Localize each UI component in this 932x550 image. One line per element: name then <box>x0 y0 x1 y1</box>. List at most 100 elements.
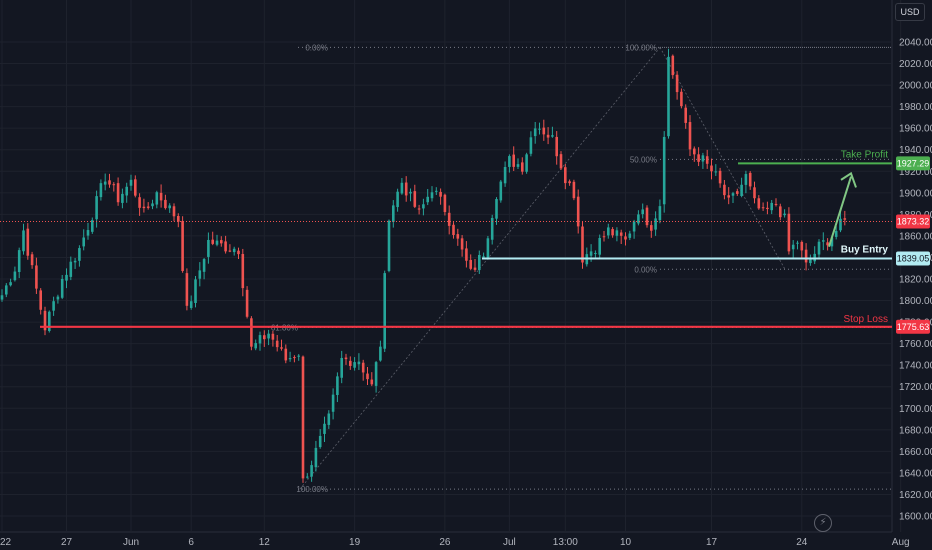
candle-body <box>770 202 773 211</box>
candle-body <box>142 206 146 209</box>
candle-body <box>116 183 120 203</box>
candle-body <box>56 296 60 300</box>
candle-body <box>667 56 670 137</box>
x-tick-label: Jul <box>503 537 516 548</box>
candle-body <box>138 197 141 208</box>
candle-body <box>263 335 266 340</box>
candle-body <box>533 128 537 137</box>
buy-entry-label: Buy Entry <box>841 244 889 255</box>
candle-body <box>250 318 253 347</box>
lightning-icon[interactable]: ⚡ <box>814 514 832 532</box>
take-profit-tag-bg <box>896 156 930 171</box>
x-tick-label: 26 <box>439 537 451 548</box>
candle-body <box>267 333 270 339</box>
y-tick-label: 1900.00 <box>899 188 932 199</box>
y-tick-label: 1800.00 <box>899 296 932 307</box>
candle-body <box>761 207 765 209</box>
y-tick-label: 1920.00 <box>899 167 932 178</box>
candle-body <box>796 242 799 244</box>
candle-body <box>366 373 369 380</box>
candle-body <box>791 244 795 250</box>
candle-body <box>525 154 528 172</box>
candle-body <box>26 228 30 256</box>
candle-body <box>146 206 150 208</box>
candle-body <box>172 206 176 217</box>
candle-body <box>684 107 687 123</box>
y-tick-label: 2040.00 <box>899 38 932 49</box>
candle-body <box>258 335 262 344</box>
x-tick-label: 24 <box>796 537 808 548</box>
candle-body <box>671 55 675 76</box>
candle-body <box>164 199 167 209</box>
currency-button[interactable]: USD <box>895 3 925 21</box>
candle-body <box>288 358 292 360</box>
candle-body <box>508 156 511 167</box>
x-tick-label: 17 <box>706 537 718 548</box>
candle-body <box>572 181 576 199</box>
candle-body <box>744 174 748 185</box>
candle-body <box>624 236 627 240</box>
y-tick-label: 1940.00 <box>899 145 932 156</box>
candle-body <box>331 394 335 412</box>
candle-body <box>344 357 348 360</box>
candle-body <box>30 254 34 266</box>
candle-body <box>220 240 223 244</box>
candle-body <box>349 360 352 366</box>
y-tick-label: 1640.00 <box>899 468 932 479</box>
candle-body <box>740 184 743 196</box>
candle-body <box>546 134 550 138</box>
candle-body <box>555 136 558 157</box>
candle-body <box>774 203 778 205</box>
y-tick-label: 1660.00 <box>899 447 932 458</box>
candle-body <box>387 220 391 271</box>
candle-body <box>516 164 520 167</box>
buy-entry-tag-bg <box>896 251 930 266</box>
y-tick-label: 1960.00 <box>899 124 932 135</box>
candle-body <box>60 279 64 298</box>
candle-body <box>293 357 296 359</box>
candle-body <box>306 476 309 478</box>
grid <box>0 0 902 532</box>
candle-body <box>452 224 455 235</box>
candle-body <box>839 218 842 231</box>
candle-body <box>804 249 808 263</box>
candle-body <box>714 171 718 173</box>
time-axis[interactable]: 22 27 Jun 6 12 19 26 Jul 13:00 10 17 24 Aug <box>0 537 910 548</box>
candle-body <box>654 218 657 230</box>
candle-body <box>650 225 653 231</box>
fib-level-label: 100.00% <box>296 485 328 494</box>
candle-body <box>723 184 726 196</box>
candle-body <box>645 207 649 226</box>
candle-body <box>35 265 38 289</box>
candle-body <box>456 234 460 239</box>
candle-body <box>185 273 189 306</box>
candle-body <box>568 181 571 184</box>
candle-body <box>834 230 838 237</box>
x-tick-label: 12 <box>259 537 271 548</box>
candle-body <box>731 193 735 196</box>
price-axis[interactable]: 1600.00 1620.00 1640.00 1660.00 1680.00 1700.… <box>899 38 932 523</box>
candle-body <box>215 240 219 245</box>
candle-body <box>490 217 494 240</box>
candle-body <box>327 413 331 425</box>
candle-body <box>628 233 632 238</box>
candle-body <box>73 260 77 263</box>
candle-body <box>637 214 640 224</box>
candle-body <box>370 379 374 385</box>
candle-body <box>400 182 404 194</box>
candle-body <box>809 259 812 264</box>
candle-body <box>211 239 214 244</box>
candle-body <box>830 237 834 247</box>
candle-body <box>443 194 447 213</box>
y-tick-label: 1980.00 <box>899 102 932 113</box>
candle-body <box>705 156 709 164</box>
candle-body <box>13 271 17 281</box>
candle-body <box>430 192 434 199</box>
price-tags: 1927.29 1873.32 1839.05 1775.63 <box>896 156 930 334</box>
candle-body <box>658 206 662 221</box>
candle-body <box>779 206 782 218</box>
candle-body <box>538 128 541 130</box>
candle-body <box>134 179 137 196</box>
y-tick-label: 1680.00 <box>899 425 932 436</box>
